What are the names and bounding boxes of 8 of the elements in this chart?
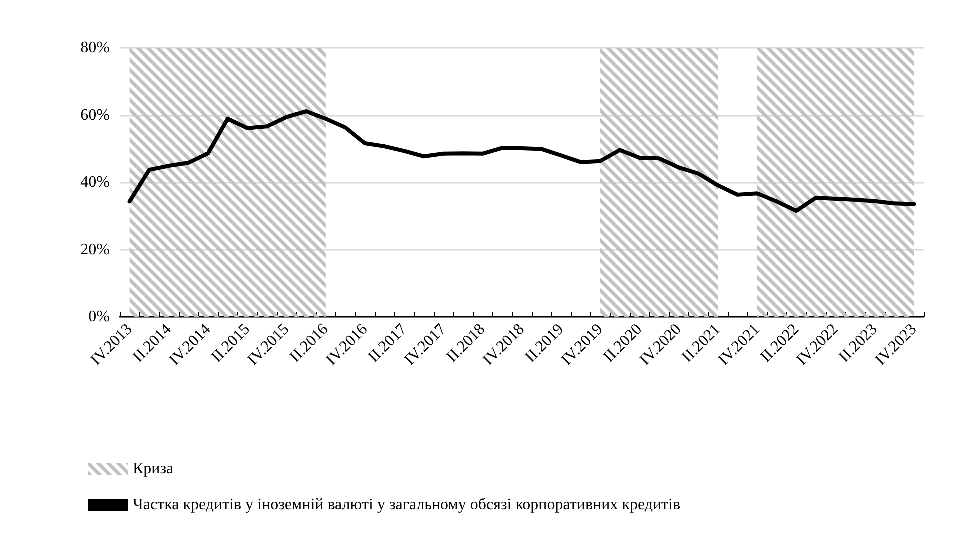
y-tick-label: 20%	[80, 241, 110, 258]
legend-label: Криза	[133, 460, 174, 478]
line-series	[128, 110, 916, 214]
y-tick-label: 60%	[80, 106, 110, 124]
y-tick-label: 0%	[88, 308, 110, 326]
legend-label: Частка кредитів у іноземній валюті у загальному обсязі корпоративних кредитів	[133, 496, 681, 514]
y-tick-label: 80%	[80, 40, 110, 56]
y-tick-label: 40%	[80, 174, 110, 191]
